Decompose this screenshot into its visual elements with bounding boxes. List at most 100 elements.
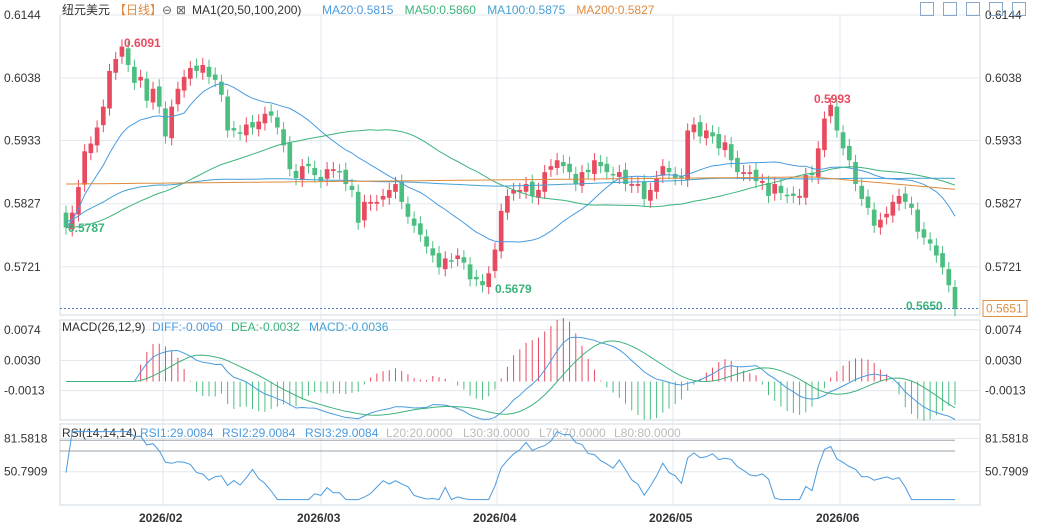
candle [380,195,386,200]
candle [411,218,417,226]
zoom-out-icon[interactable] [966,2,980,16]
candle [585,169,591,173]
candle [206,66,212,77]
candle [722,142,728,151]
candle [455,255,460,260]
candle [834,106,840,131]
candle [648,190,653,201]
candle [107,70,112,109]
candle [94,127,100,146]
rsi-label: RSI(14,14,14) [62,426,137,440]
candle [125,48,131,65]
candle [766,182,771,196]
candle [747,172,753,174]
rsi-tick-right: 81.5818 [985,431,1029,445]
candle [846,145,852,161]
candle [119,46,125,57]
candle [523,184,529,192]
candle [710,132,715,137]
macd-tick-left: -0.0013 [4,384,45,398]
candle [952,287,958,310]
reset-icon[interactable] [989,2,1003,16]
candle [287,142,293,170]
candle [386,190,392,198]
annotation-low-apr: 0.5679 [495,282,532,296]
x-tick-label: 2026/03 [297,511,341,525]
price-tick-right: 0.5721 [985,260,1022,274]
candle [181,76,187,91]
candle [753,169,759,182]
macd-tick-left: 0.0030 [4,354,41,368]
candle [561,162,566,167]
candle [461,257,467,263]
macd-dea: DEA:-0.0032 [231,320,300,334]
candle [188,67,193,79]
price-tick-right: 0.5933 [985,134,1022,148]
macd-tick-right: 0.0030 [985,354,1022,368]
candle [778,185,784,193]
candle [772,184,778,194]
candle [113,59,119,73]
candle [498,210,504,252]
candle [250,122,255,128]
candle [312,167,318,176]
candle [150,88,156,103]
candle [635,184,641,186]
price-tick-left: 0.6038 [4,71,41,85]
candle [716,134,722,149]
candle [194,65,199,71]
candle [262,113,268,124]
rsi-l30: L30:30.0000 [463,426,530,440]
candle [324,169,330,179]
candle [212,74,218,80]
candle [355,191,361,223]
zoom-in-icon[interactable] [943,2,957,16]
annotation-low-end: 0.5650 [906,299,943,313]
candle [536,190,541,198]
period-label: 【日线】 [114,3,162,17]
candle [330,169,336,171]
candle [735,157,740,173]
ma200-line [66,176,956,190]
candle [840,132,846,149]
candle [69,212,75,230]
candle [896,195,902,204]
candle [219,81,224,95]
candle [529,181,535,196]
annotation-high2: 0.5993 [814,92,851,106]
settings-icon[interactable] [1012,2,1026,16]
candle [697,122,703,137]
rsi-l80: L80:80.0000 [614,426,681,440]
candle [430,248,436,256]
x-tick-label: 2026/04 [473,511,517,525]
move-icon[interactable] [920,2,934,16]
macd-tick-right: -0.0013 [985,384,1026,398]
candle [100,106,106,126]
candle [940,253,945,268]
candle [268,111,274,116]
candle [517,190,523,192]
candle [436,253,442,268]
candle [505,195,510,213]
candle [473,276,479,280]
candle [629,184,635,186]
symbol-label: 纽元美元 [62,3,110,17]
candle [548,166,554,170]
ma50-line [65,129,956,228]
macd-tick-right: 0.0074 [985,323,1022,337]
candle [884,213,889,218]
main-panel [59,14,981,316]
rsi-tick-left: 50.7909 [4,465,48,479]
rsi-line [65,430,955,501]
x-tick-label: 2026/06 [816,511,860,525]
candle [88,143,94,154]
candle [691,124,697,133]
candle [853,162,858,185]
candle [169,106,175,139]
candle [803,175,809,198]
rsi-rsi2: RSI2:29.0084 [222,426,296,440]
candle [175,88,181,105]
candle [337,170,342,173]
candle [480,281,485,286]
